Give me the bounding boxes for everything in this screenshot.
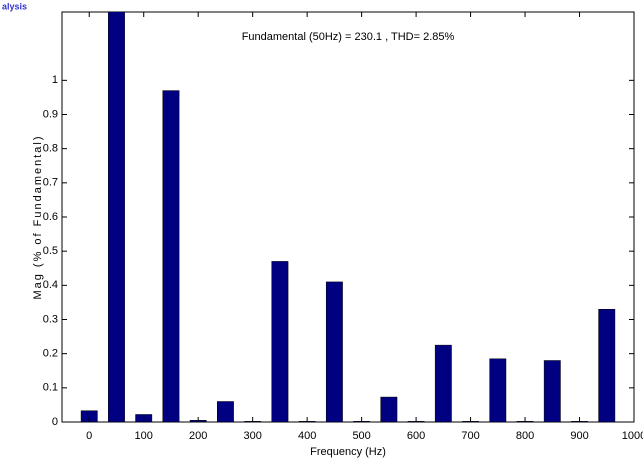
x-tick-label: 300: [243, 430, 261, 442]
y-axis-label: Mag (% of Fundamental): [32, 134, 44, 299]
y-tick-label: 0.3: [43, 313, 58, 325]
x-tick-label: 400: [298, 430, 316, 442]
x-tick-label: 1000: [622, 430, 643, 442]
y-tick-label: 0.7: [43, 177, 58, 189]
window-caption: alysis: [2, 1, 27, 11]
y-tick-label: 0.1: [43, 382, 58, 394]
y-tick-label: 0.8: [43, 143, 58, 155]
y-tick-label: 0.6: [43, 211, 58, 223]
x-tick-label: 200: [189, 430, 207, 442]
x-axis-label: Frequency (Hz): [310, 446, 386, 458]
x-tick-label: 800: [516, 430, 534, 442]
x-tick-label: 500: [352, 430, 370, 442]
bar: [489, 358, 507, 422]
x-tick-label: 700: [461, 430, 479, 442]
x-tick-label: 100: [135, 430, 153, 442]
bar: [271, 261, 289, 422]
bar: [543, 360, 561, 422]
bar: [80, 410, 98, 422]
chart-title: Fundamental (50Hz) = 230.1 , THD= 2.85%: [242, 31, 455, 43]
bar: [434, 344, 452, 422]
bar: [380, 396, 398, 422]
y-tick-label: 0: [52, 416, 58, 428]
x-tick-label: 600: [407, 430, 425, 442]
y-tick-label: 1: [52, 74, 58, 86]
x-tick-label: 0: [86, 430, 92, 442]
plot-frame: [61, 11, 635, 423]
y-tick-label: 0.4: [43, 279, 58, 291]
bar: [598, 309, 616, 422]
bar: [217, 401, 234, 422]
y-tick-label: 0.5: [43, 245, 58, 257]
bar: [162, 90, 180, 422]
x-tick-label: 900: [570, 430, 588, 442]
bar: [108, 12, 125, 422]
y-tick-label: 0.9: [43, 108, 58, 120]
bar: [325, 281, 343, 422]
y-tick-label: 0.2: [43, 348, 58, 360]
